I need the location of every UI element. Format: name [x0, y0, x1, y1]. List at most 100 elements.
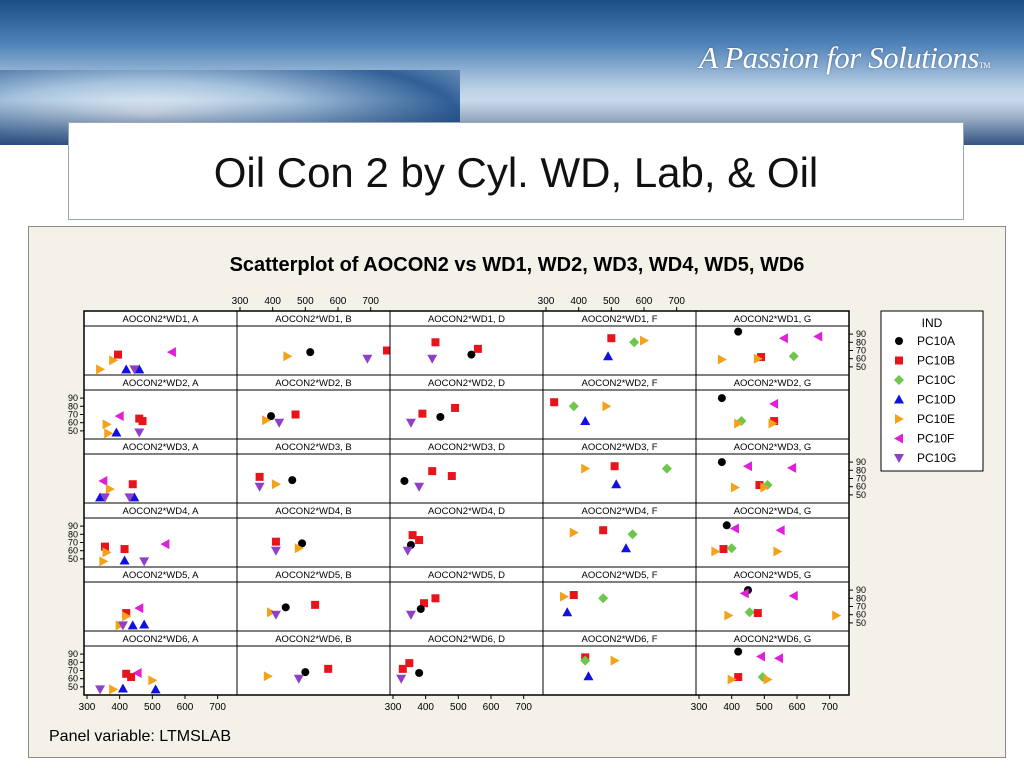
- panel-frame: [83, 502, 238, 568]
- point-pc10g: [405, 418, 416, 428]
- x-tick-label: 600: [177, 702, 194, 713]
- point-pc10g: [117, 621, 128, 631]
- point-pc10c: [580, 655, 591, 666]
- point-pc10f: [775, 525, 785, 536]
- y-tick-label: 80: [856, 465, 866, 475]
- panel-title: AOCON2*WD1, A: [122, 314, 199, 325]
- point-pc10d: [603, 351, 614, 361]
- legend-label: PC10F: [917, 432, 954, 446]
- y-tick-label: 60: [68, 418, 78, 428]
- point-pc10e: [610, 655, 620, 666]
- x-tick-label: 600: [483, 702, 500, 713]
- point-pc10b: [311, 600, 320, 609]
- point-pc10a: [436, 412, 445, 421]
- legend-label: PC10C: [917, 373, 956, 387]
- point-pc10e: [734, 418, 744, 429]
- point-pc10d: [129, 492, 140, 502]
- legend-marker-pc10a: [895, 337, 903, 345]
- y-tick-label: 70: [856, 346, 866, 356]
- y-tick-label: 60: [856, 610, 866, 620]
- y-tick-label: 90: [856, 329, 866, 339]
- panel-title: AOCON2*WD2, B: [275, 378, 352, 389]
- panel-frame: [236, 310, 391, 376]
- panel-frame: [83, 566, 238, 632]
- point-pc10a: [734, 647, 743, 656]
- panel-frame: [542, 438, 697, 504]
- point-pc10e: [768, 418, 778, 429]
- panel-frame: [236, 630, 391, 696]
- point-pc10b: [418, 409, 427, 418]
- x-tick-label: 500: [297, 296, 314, 307]
- point-pc10c: [629, 337, 640, 348]
- point-pc10b: [100, 542, 109, 551]
- slide-title-box: Oil Con 2 by Cyl. WD, Lab, & Oil: [68, 122, 964, 220]
- panel-title: AOCON2*WD2, D: [428, 378, 505, 389]
- y-tick-label: 60: [68, 674, 78, 684]
- panel-title: AOCON2*WD3, A: [122, 442, 199, 453]
- point-pc10g: [414, 482, 425, 492]
- y-tick-label: 50: [856, 490, 866, 500]
- panel-frame: [695, 566, 850, 632]
- point-pc10e: [602, 401, 612, 412]
- point-pc10e: [263, 671, 273, 682]
- point-pc10g: [274, 418, 285, 428]
- point-pc10a: [734, 327, 743, 336]
- point-pc10g: [402, 546, 413, 556]
- point-pc10d: [134, 364, 145, 374]
- panel-frame: [695, 374, 850, 440]
- y-tick-label: 50: [68, 682, 78, 692]
- point-pc10e: [727, 674, 737, 685]
- panel-title: AOCON2*WD5, A: [122, 570, 199, 581]
- legend-marker-pc10d: [894, 394, 904, 404]
- point-pc10f: [98, 475, 108, 486]
- point-pc10e: [283, 351, 293, 362]
- point-pc10b: [255, 472, 264, 481]
- legend-label: PC10G: [917, 451, 956, 465]
- x-tick-label: 500: [144, 702, 161, 713]
- point-pc10b: [127, 673, 136, 682]
- point-pc10a: [717, 458, 726, 467]
- point-pc10e: [271, 479, 281, 490]
- x-tick-label: 500: [450, 702, 467, 713]
- legend-marker-pc10b: [895, 356, 903, 365]
- point-pc10b: [473, 344, 482, 353]
- point-pc10b: [138, 417, 147, 426]
- y-tick-label: 80: [856, 337, 866, 347]
- legend-label: PC10D: [917, 393, 956, 407]
- point-pc10g: [99, 493, 110, 503]
- y-tick-label: 70: [68, 538, 78, 548]
- point-pc10b: [451, 403, 460, 412]
- legend-marker-pc10c: [894, 375, 904, 385]
- panel-title: AOCON2*WD5, F: [581, 570, 657, 581]
- point-pc10d: [150, 684, 161, 694]
- y-tick-label: 80: [68, 401, 78, 411]
- point-pc10d: [621, 543, 632, 553]
- point-pc10b: [607, 334, 616, 343]
- y-tick-label: 60: [856, 354, 866, 364]
- point-pc10e: [753, 353, 763, 364]
- x-tick-label: 500: [756, 702, 773, 713]
- y-tick-label: 60: [856, 482, 866, 492]
- panel-frame: [389, 374, 544, 440]
- point-pc10b: [291, 410, 300, 419]
- panel-title: AOCON2*WD6, B: [275, 634, 352, 645]
- point-pc10a: [722, 521, 731, 530]
- point-pc10f: [813, 331, 823, 342]
- panel-frame: [236, 566, 391, 632]
- point-pc10c: [726, 543, 737, 554]
- panel-frame: [83, 438, 238, 504]
- point-pc10a: [298, 539, 307, 548]
- point-pc10b: [120, 545, 129, 554]
- point-pc10b: [447, 472, 456, 481]
- panel-title: AOCON2*WD4, G: [734, 506, 812, 517]
- x-tick-label: 600: [330, 296, 347, 307]
- point-pc10d: [139, 619, 150, 629]
- x-tick-label: 400: [111, 702, 128, 713]
- point-pc10g: [254, 482, 265, 492]
- legend-marker-pc10e: [895, 414, 904, 424]
- point-pc10e: [262, 415, 272, 426]
- point-pc10e: [109, 684, 119, 695]
- point-pc10b: [770, 417, 779, 426]
- chart-title: Scatterplot of AOCON2 vs WD1, WD2, WD3, …: [230, 254, 805, 276]
- point-pc10b: [324, 664, 333, 673]
